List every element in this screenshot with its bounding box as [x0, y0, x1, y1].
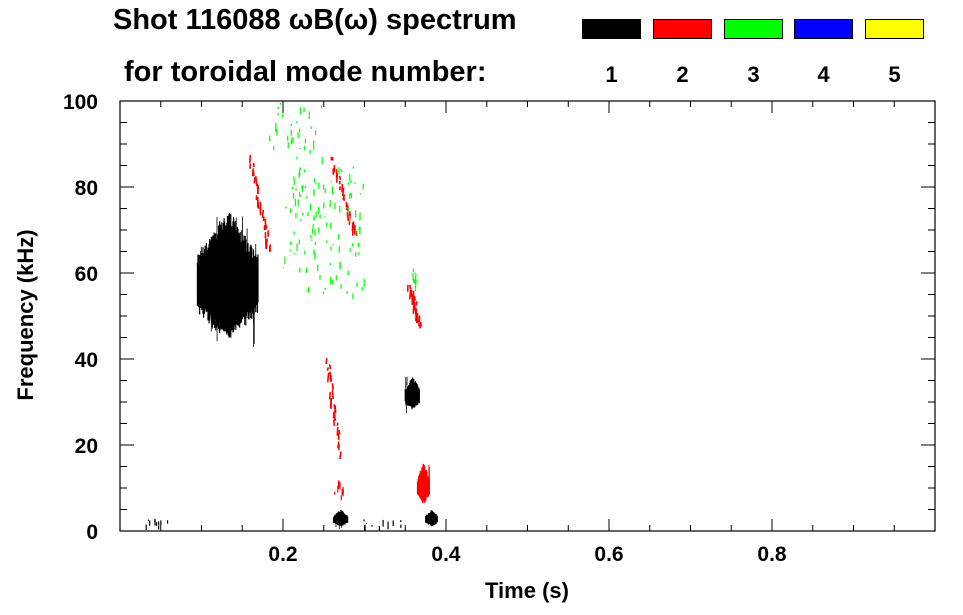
mode-3-feature-13: [282, 166, 365, 300]
legend-swatch-mode-5: [865, 19, 924, 39]
spectrum-mark: [409, 284, 412, 290]
spectrum-mark: [410, 290, 413, 297]
spectrum-mark: [268, 246, 272, 252]
spectrum-mark: [339, 451, 342, 460]
y-tick-label: 40: [75, 349, 98, 372]
mode-1-feature-2: [332, 509, 349, 529]
legend-label-mode-3: 3: [747, 62, 760, 87]
spectrum-mark: [338, 429, 341, 435]
spectrum-mark: [326, 367, 330, 371]
spectrum-mark: [265, 238, 268, 250]
legend-swatch-mode-4: [794, 19, 853, 39]
spectrum-mark: [328, 364, 332, 370]
mode-2-feature-11: [334, 480, 344, 501]
spectrum-mark: [262, 216, 265, 222]
mode-2-feature-7: [330, 156, 358, 237]
chart-title-line1: Shot 116088 ωB(ω) spectrum: [113, 4, 517, 36]
mode-1-feature-5: [363, 519, 402, 531]
spectrum-mark: [412, 296, 415, 304]
x-tick-label: 0.6: [594, 543, 623, 566]
spectrum-mark: [337, 444, 340, 451]
legend-swatch-mode-3: [724, 19, 783, 39]
spectrum-mark: [333, 417, 337, 421]
legend-label-mode-4: 4: [817, 62, 830, 87]
legend-label-mode-5: 5: [888, 62, 901, 87]
spectrum-mark: [346, 211, 350, 222]
spectrum-mark: [261, 209, 265, 219]
spectrum-mark: [335, 173, 338, 178]
spectrum-mark: [338, 175, 342, 180]
mode-2-feature-9: [406, 284, 422, 329]
mode-1-feature-4: [145, 518, 169, 531]
spectrum-mark: [253, 177, 256, 184]
legend-swatch-mode-2: [653, 19, 712, 39]
mode-2-feature-8: [325, 357, 342, 460]
y-tick-label: 60: [75, 263, 98, 286]
spectrum-mark: [325, 357, 328, 364]
x-axis-label: Time (s): [485, 578, 569, 603]
y-tick-label: 100: [63, 91, 98, 114]
spectrum-mark: [408, 289, 412, 300]
spectrum-features: [145, 102, 438, 531]
spectrum-mark: [257, 200, 260, 209]
mode-2-feature-10: [416, 463, 430, 504]
axes: 0.2 0.4 0.6 0.8 0 20 40 60 80 100: [63, 91, 936, 566]
spectrum-mark: [252, 169, 255, 177]
legend-swatch-mode-1: [582, 19, 641, 39]
mode-1-feature-3: [425, 510, 438, 527]
y-axis-label: Frequency (kHz): [13, 229, 38, 400]
spectrum-mark: [326, 372, 330, 383]
spectrum-mark: [411, 295, 414, 305]
spectrum-mark: [331, 389, 334, 400]
legend-label-mode-1: 1: [605, 62, 618, 87]
mode-3-feature-12: [269, 102, 323, 165]
x-tick-label: 0.4: [431, 543, 461, 566]
spectrum-mark: [328, 392, 332, 400]
y-tick-label: 0: [86, 521, 98, 544]
mode-2-feature-6: [249, 154, 272, 253]
spectrum-mark: [342, 196, 345, 200]
spectrum-mark: [255, 176, 258, 187]
mode-1-feature-1: [404, 376, 420, 414]
x-tick-label: 0.8: [757, 543, 787, 566]
spectrum-mark: [341, 187, 345, 197]
mode-3-feature-14: [412, 268, 418, 292]
mode-1-feature-0: [196, 212, 259, 348]
y-tick-label: 20: [75, 435, 98, 458]
chart-title-line2: for toroidal mode number:: [124, 56, 487, 88]
x-tick-label: 0.2: [268, 543, 297, 566]
legend-label-mode-2: 2: [676, 62, 689, 87]
y-tick-label: 80: [75, 177, 98, 200]
